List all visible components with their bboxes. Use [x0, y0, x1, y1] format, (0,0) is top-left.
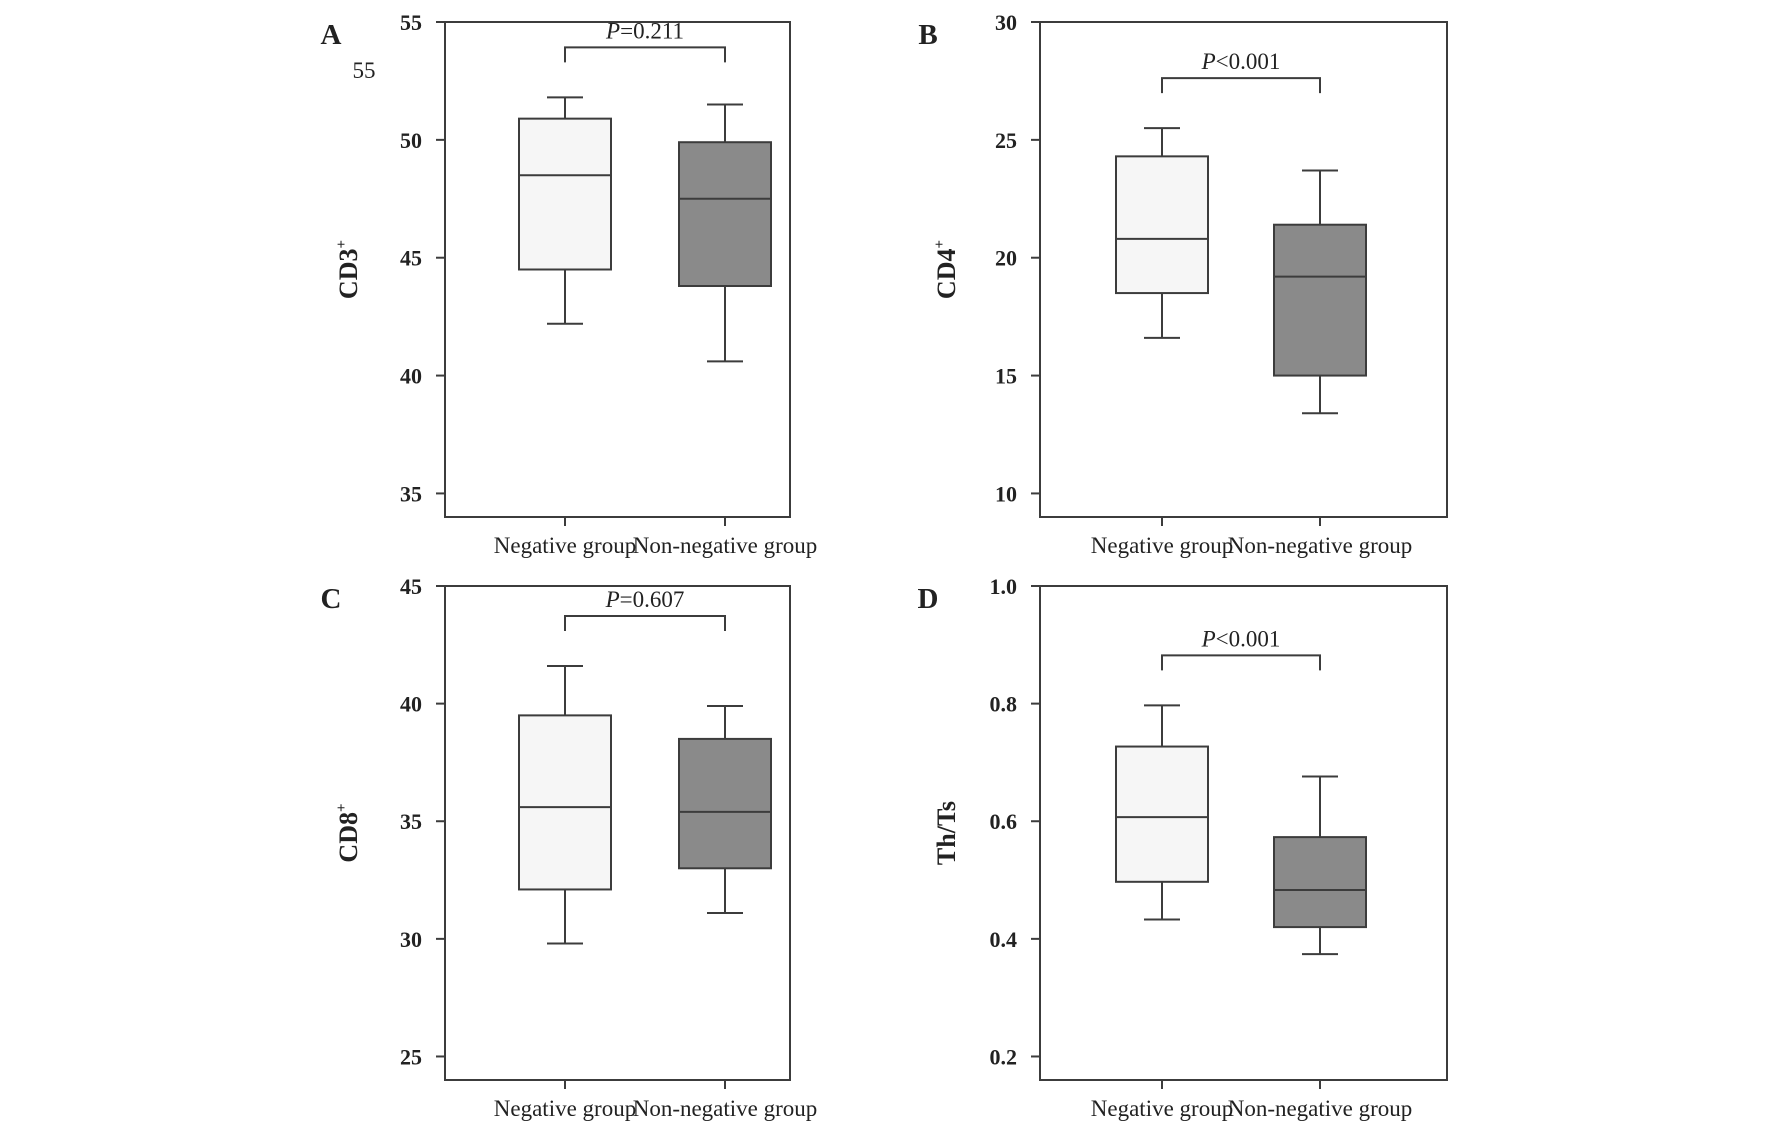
panel-d-negative-category-label: Negative group [1091, 1096, 1233, 1121]
panel-c-y-axis-title: CD8+ [334, 803, 363, 862]
panel-b-p-value: P<0.001 [1201, 49, 1281, 74]
panel-b-non-negative-category-label: Non-negative group [1228, 533, 1413, 558]
panel-c-non-negative-box [678, 737, 772, 870]
panel-c-ytick-label: 45 [400, 574, 422, 599]
panel-b-frame [1039, 21, 1448, 518]
panel-a-non-negative-box [678, 141, 772, 287]
panel-b-ytick-label: 10 [995, 481, 1017, 506]
panel-c-negative-category-label: Negative group [494, 1096, 636, 1121]
panel-d-y-axis-title: Th/Ts [932, 801, 961, 865]
panel-a-negative-category-label: Negative group [494, 533, 636, 558]
panel-c-significance-bracket [564, 614, 726, 631]
panel-b-negative-category-label: Negative group [1091, 533, 1233, 558]
panel-c-ytick-label: 35 [400, 809, 422, 834]
panel-d-ytick-label: 1.0 [990, 574, 1018, 599]
panel-d-letter: D [918, 583, 939, 615]
panel-d-non-negative-box [1273, 836, 1367, 929]
panel-b-ytick-label: 20 [995, 246, 1017, 271]
panel-d-non-negative-category-label: Non-negative group [1228, 1096, 1413, 1121]
panel-a-ytick-label: 45 [400, 246, 422, 271]
stray-label: 55 [353, 58, 376, 83]
panel-d-p-value: P<0.001 [1201, 626, 1281, 651]
panel-b-non-negative-box [1273, 223, 1367, 377]
panel-d-frame [1039, 585, 1448, 1081]
panel-a-ytick-label: 40 [400, 364, 422, 389]
panel-a-ytick-label: 50 [400, 128, 422, 153]
panel-b-negative-box [1115, 155, 1209, 295]
panel-d-negative-box [1115, 745, 1209, 883]
panel-a-letter: A [321, 19, 342, 51]
panel-c-non-negative-category-label: Non-negative group [633, 1096, 818, 1121]
panel-d-ytick-label: 0.4 [990, 927, 1018, 952]
panel-a-ytick-label: 35 [400, 481, 422, 506]
panel-a-non-negative-category-label: Non-negative group [633, 533, 818, 558]
panel-a-p-value: P=0.211 [605, 18, 684, 43]
panel-b-y-axis-title: CD4+ [932, 240, 961, 299]
panel-b-ytick-label: 25 [995, 128, 1017, 153]
panel-b-significance-bracket [1161, 77, 1321, 94]
panel-a-significance-bracket [564, 46, 726, 63]
panel-a-negative-box [518, 117, 612, 271]
panel-c-ytick-label: 30 [400, 927, 422, 952]
panel-b-ytick-label: 15 [995, 364, 1017, 389]
panel-c-negative-box [518, 714, 612, 891]
panel-d-ytick-label: 0.8 [990, 692, 1018, 717]
panel-a-ytick-label: 55 [400, 10, 422, 35]
panel-b-ytick-label: 30 [995, 10, 1017, 35]
panel-d-ytick-label: 0.6 [990, 809, 1018, 834]
panel-c-ytick-label: 25 [400, 1044, 422, 1069]
panel-c-ytick-label: 40 [400, 692, 422, 717]
panel-d-ytick-label: 0.2 [990, 1044, 1018, 1069]
panel-a-frame [444, 21, 791, 518]
panel-c-letter: C [321, 583, 342, 615]
panel-c-frame [444, 585, 791, 1081]
panel-a-y-axis-title: CD3+ [334, 240, 363, 299]
panel-d-significance-bracket [1161, 654, 1321, 671]
panel-b-letter: B [918, 19, 937, 51]
panel-c-p-value: P=0.607 [605, 587, 685, 612]
